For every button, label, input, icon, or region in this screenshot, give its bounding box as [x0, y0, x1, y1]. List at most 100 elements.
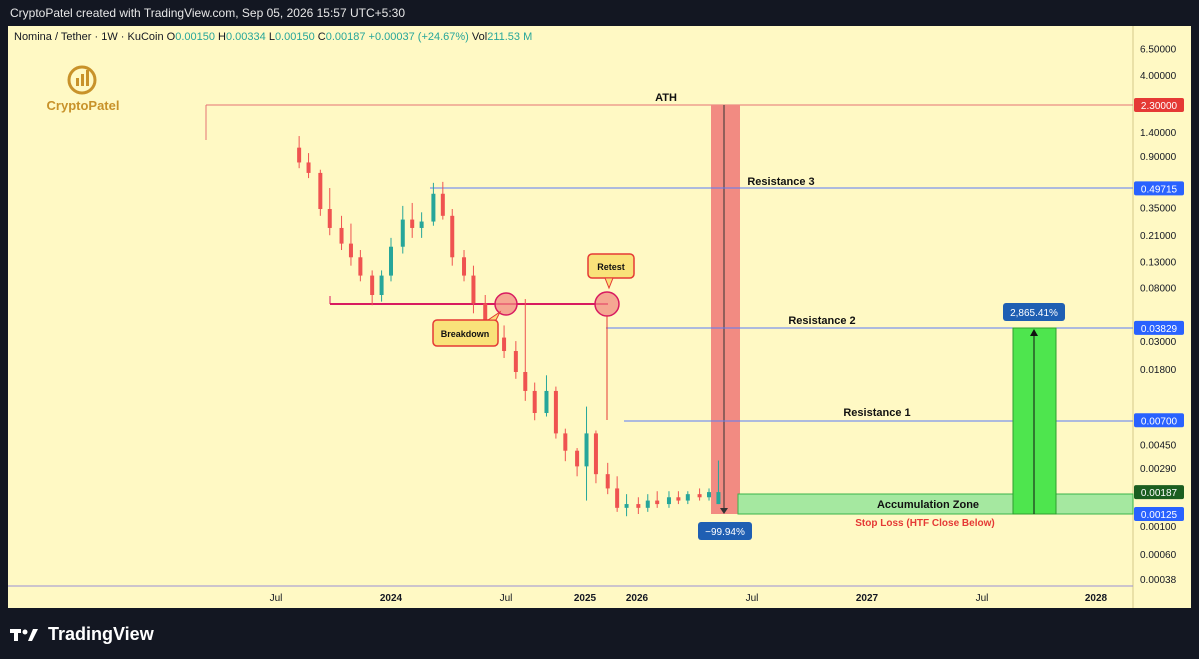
price-tick-label: 0.01800 — [1140, 365, 1177, 376]
price-tick-label: 0.00100 — [1140, 522, 1177, 533]
time-tick-label: 2024 — [380, 593, 403, 604]
breakdown-circle — [494, 292, 518, 316]
price-tag — [1134, 413, 1184, 428]
candle-body — [370, 275, 375, 295]
price-tick-label: 0.00290 — [1140, 464, 1177, 475]
candle-body — [655, 500, 660, 505]
candle-body — [358, 257, 363, 276]
price-tick-label: 0.35000 — [1140, 203, 1177, 214]
price-tick-label: 4.00000 — [1140, 71, 1177, 82]
logo-ring-icon — [67, 65, 97, 95]
candle-body — [584, 433, 589, 467]
candle-body — [327, 209, 332, 228]
candle-body — [605, 474, 610, 489]
candle-body — [624, 504, 629, 508]
open-label: O — [166, 31, 176, 43]
watermark-text: CryptoPatel — [47, 98, 120, 113]
time-tick-label: 2027 — [856, 593, 879, 604]
price-tag-label: 0.00125 — [1141, 510, 1178, 521]
drop-badge-text: −99.94% — [705, 527, 745, 538]
tradingview-logo-icon — [10, 628, 38, 641]
close-value: 0.00187 — [325, 31, 366, 43]
time-tick-label: 2026 — [626, 593, 649, 604]
cryptopatel-logo: CryptoPatel — [47, 65, 120, 113]
price-tag — [1134, 485, 1184, 500]
candle-body — [389, 246, 393, 276]
candle-body — [553, 390, 558, 434]
price-tag-label: 2.30000 — [1141, 101, 1178, 112]
candle-body — [431, 193, 436, 222]
candle-body — [636, 504, 641, 508]
drop-badge — [698, 522, 752, 540]
breakdown-callout-text: Breakdown — [441, 329, 490, 339]
price-tick-label: 0.03000 — [1140, 337, 1177, 348]
symbol-legend[interactable]: Nomina / Tether · 1W · KuCoin O0.00150 H… — [14, 31, 532, 43]
candle-body — [348, 243, 353, 258]
accumulation-zone-label: Accumulation Zone — [877, 499, 979, 511]
high-value: 0.00334 — [225, 31, 266, 43]
candle-body — [593, 433, 598, 475]
price-tick-label: 0.00060 — [1140, 550, 1177, 561]
change-value: +0.00037 (+24.67%) — [368, 31, 469, 43]
high-label: H — [218, 31, 226, 43]
price-tick-label: 0.00038 — [1140, 575, 1177, 586]
time-tick-label: Jul — [500, 593, 513, 604]
resistance1-label: Resistance 1 — [843, 407, 910, 419]
time-tick-label: 2025 — [574, 593, 597, 604]
resistance2-label: Resistance 2 — [788, 315, 855, 327]
price-tag-label: 0.00700 — [1141, 416, 1178, 427]
close-label: C — [317, 31, 326, 43]
tradingview-brand[interactable]: TradingView — [10, 624, 154, 645]
brand-text: TradingView — [48, 624, 154, 644]
candle-body — [339, 227, 344, 244]
retest-callout-text: Retest — [597, 262, 625, 272]
time-tick-label: Jul — [270, 593, 283, 604]
candle-series — [297, 136, 721, 517]
low-label: L — [268, 31, 275, 43]
price-tag-label: 0.03829 — [1141, 324, 1178, 335]
candle-body — [615, 488, 620, 508]
price-tick-label: 0.08000 — [1140, 284, 1177, 295]
gain-badge — [1003, 303, 1065, 321]
price-tick-label: 0.21000 — [1140, 231, 1177, 242]
drawdown-arrowhead-icon — [720, 508, 728, 514]
symbol-name: Nomina / Tether · 1W · KuCoin — [14, 31, 164, 43]
candle-body — [645, 500, 650, 508]
candle-body — [697, 494, 702, 498]
candle-body — [532, 390, 537, 414]
candle-body — [450, 215, 455, 258]
candle-body — [483, 303, 488, 335]
candle-body — [379, 275, 384, 295]
price-tag-label: 0.49715 — [1141, 184, 1178, 195]
time-tick-label: Jul — [746, 593, 759, 604]
candle-body — [685, 494, 690, 501]
candle-body — [318, 172, 323, 210]
candle-body — [676, 497, 681, 501]
ath-label: ATH — [655, 92, 677, 104]
gain-badge-text: 2,865.41% — [1010, 308, 1058, 319]
candle-body — [471, 275, 476, 304]
candle-body — [419, 221, 424, 228]
time-tick-label: 2028 — [1085, 593, 1108, 604]
open-value: 0.00150 — [175, 31, 215, 43]
candle-body — [410, 219, 415, 228]
candle-body — [716, 492, 721, 505]
price-tag-label: 0.00187 — [1141, 488, 1178, 499]
price-tag — [1134, 320, 1184, 335]
candle-body — [707, 492, 712, 498]
candle-body — [502, 337, 507, 352]
candle-body — [400, 219, 405, 247]
price-tag — [1134, 507, 1184, 521]
volume-value: 211.53 M — [487, 31, 533, 43]
candle-body — [297, 147, 302, 163]
price-axis[interactable]: 6.50000 4.00000 1.40000 0.90000 0.35000 0.210… — [1140, 44, 1177, 585]
price-tick-label: 1.40000 — [1140, 128, 1177, 139]
candle-body — [544, 390, 549, 414]
drawdown-box — [711, 105, 740, 514]
candle-body — [513, 351, 518, 372]
time-axis[interactable]: Jul 2024 Jul 2025 2026 Jul 2027 Jul 2028 — [270, 593, 1108, 604]
stop-loss-label: Stop Loss (HTF Close Below) — [855, 518, 994, 529]
candle-body — [440, 193, 445, 216]
target-arrowhead-icon — [1030, 329, 1038, 336]
